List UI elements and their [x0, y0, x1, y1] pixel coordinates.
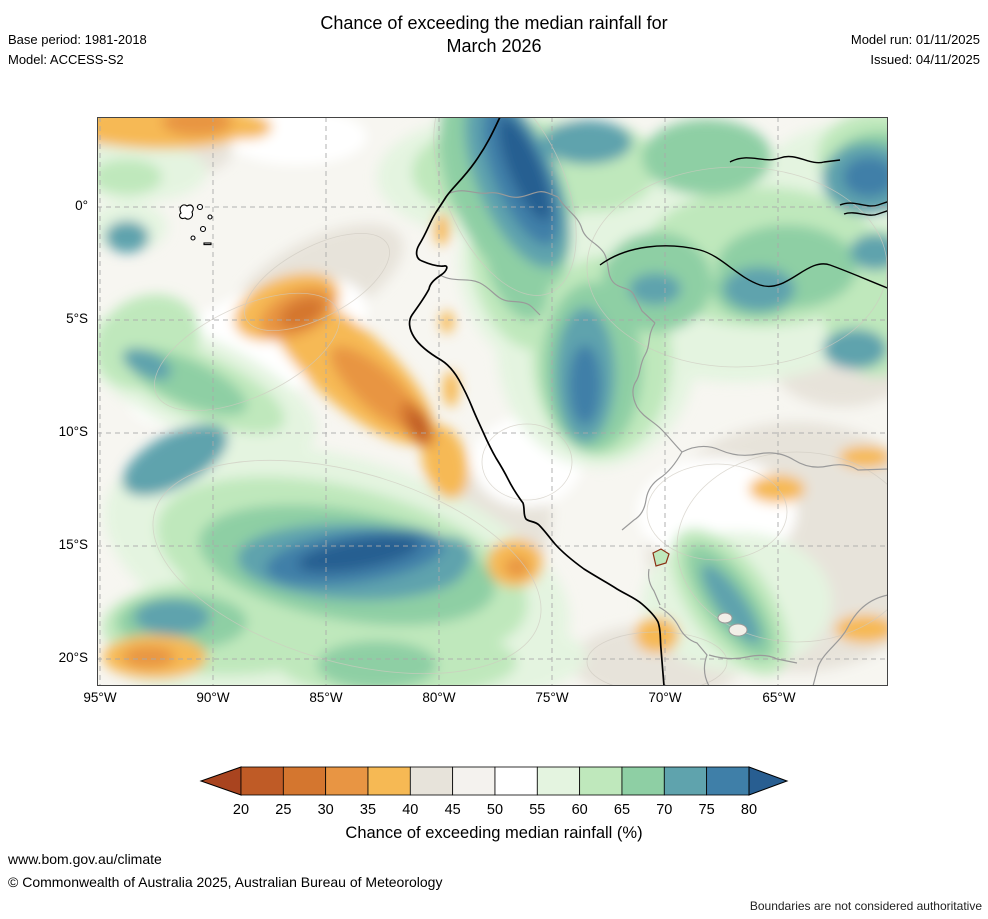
colorbar: 20 25 30 35 40 45 50 55 60 65 70 75 80 [199, 766, 789, 824]
map-frame [97, 117, 888, 686]
colorbar-tick: 65 [614, 802, 630, 818]
colorbar-arrow-left [199, 766, 242, 796]
base-period-text: Base period: 1981-2018 [8, 32, 147, 47]
colorbar-segment [579, 766, 623, 796]
colorbar-tick: 50 [487, 802, 503, 818]
colorbar-segment [325, 766, 369, 796]
lon-label-80w: 80°W [422, 690, 456, 705]
colorbar-label: Chance of exceeding median rainfall (%) [345, 824, 643, 842]
colorbar-canvas: 20 25 30 35 40 45 50 55 60 65 70 75 80 [199, 766, 789, 818]
rainfall-probability-map [97, 117, 888, 686]
coastline [408, 117, 665, 686]
colorbar-segment [409, 766, 454, 796]
colorbar-segment [240, 766, 284, 796]
colorbar-tick: 40 [402, 802, 418, 818]
boundaries-disclaimer: Boundaries are not considered authoritat… [749, 899, 982, 913]
lat-label-15s: 15°S [58, 537, 88, 552]
lon-label-70w: 70°W [648, 690, 682, 705]
probability-field-art [97, 117, 888, 686]
colorbar-segment [282, 766, 327, 796]
issued-date-text: Issued: 04/11/2025 [870, 52, 980, 68]
lakes [652, 548, 748, 637]
colorbar-tick: 25 [275, 802, 291, 818]
lat-label-20s: 20°S [58, 650, 88, 665]
colorbar-tick: 75 [699, 802, 715, 818]
colorbar-segment [452, 766, 496, 796]
lat-label-0: 0° [75, 198, 88, 213]
country-borders-grey [439, 190, 888, 686]
lon-label-90w: 90°W [196, 690, 230, 705]
page-title: Chance of exceeding the median rainfall … [0, 12, 988, 59]
map-canvas [97, 117, 888, 686]
graticule [97, 117, 888, 686]
colorbar-segment [706, 766, 750, 796]
colorbar-tick: 80 [741, 802, 757, 818]
galapagos-islands [179, 203, 213, 246]
model-name-text: Model: ACCESS-S2 [8, 52, 124, 68]
model-meta-right: Model run: 01/11/2025 Issued: 04/11/2025 [851, 30, 980, 70]
lon-label-85w: 85°W [309, 690, 343, 705]
website-text: www.bom.gov.au/climate [8, 851, 162, 867]
colorbar-segment [621, 766, 665, 796]
colorbar-segment [663, 766, 708, 796]
country-borders-black [599, 155, 888, 289]
title-line-1: Chance of exceeding the median rainfall … [320, 13, 668, 33]
colorbar-tick: 35 [360, 802, 376, 818]
lon-label-65w: 65°W [762, 690, 796, 705]
colorbar-tick: 60 [572, 802, 588, 818]
colorbar-tick: 55 [529, 802, 545, 818]
colorbar-tick: 70 [656, 802, 672, 818]
model-meta-left: Base period: 1981-2018 Model: ACCESS-S2 [8, 30, 147, 70]
colorbar-segment [367, 766, 411, 796]
lat-label-5s: 5°S [66, 311, 88, 326]
colorbar-arrow-right [748, 766, 789, 796]
colorbar-segment [536, 766, 581, 796]
colorbar-tick: 20 [233, 802, 249, 818]
copyright-text: © Commonwealth of Australia 2025, Austra… [8, 874, 443, 890]
lon-label-95w: 95°W [83, 690, 117, 705]
lon-label-75w: 75°W [535, 690, 569, 705]
colorbar-segment [494, 766, 538, 796]
colorbar-tick: 30 [318, 802, 334, 818]
lat-label-10s: 10°S [58, 424, 88, 439]
title-line-2: March 2026 [446, 36, 542, 57]
colorbar-tick: 45 [445, 802, 461, 818]
model-run-text: Model run: 01/11/2025 [850, 32, 980, 47]
